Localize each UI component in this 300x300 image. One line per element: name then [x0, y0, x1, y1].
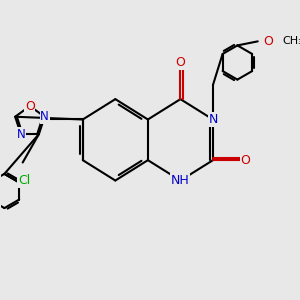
Text: Cl: Cl [18, 174, 30, 187]
Text: N: N [40, 110, 49, 123]
Text: O: O [263, 35, 273, 48]
Text: O: O [241, 154, 250, 167]
Text: O: O [176, 56, 185, 69]
Text: N: N [208, 113, 218, 126]
Text: NH: NH [171, 174, 190, 187]
Text: O: O [25, 100, 35, 112]
Text: CH₃: CH₃ [282, 36, 300, 46]
Text: N: N [16, 128, 25, 140]
